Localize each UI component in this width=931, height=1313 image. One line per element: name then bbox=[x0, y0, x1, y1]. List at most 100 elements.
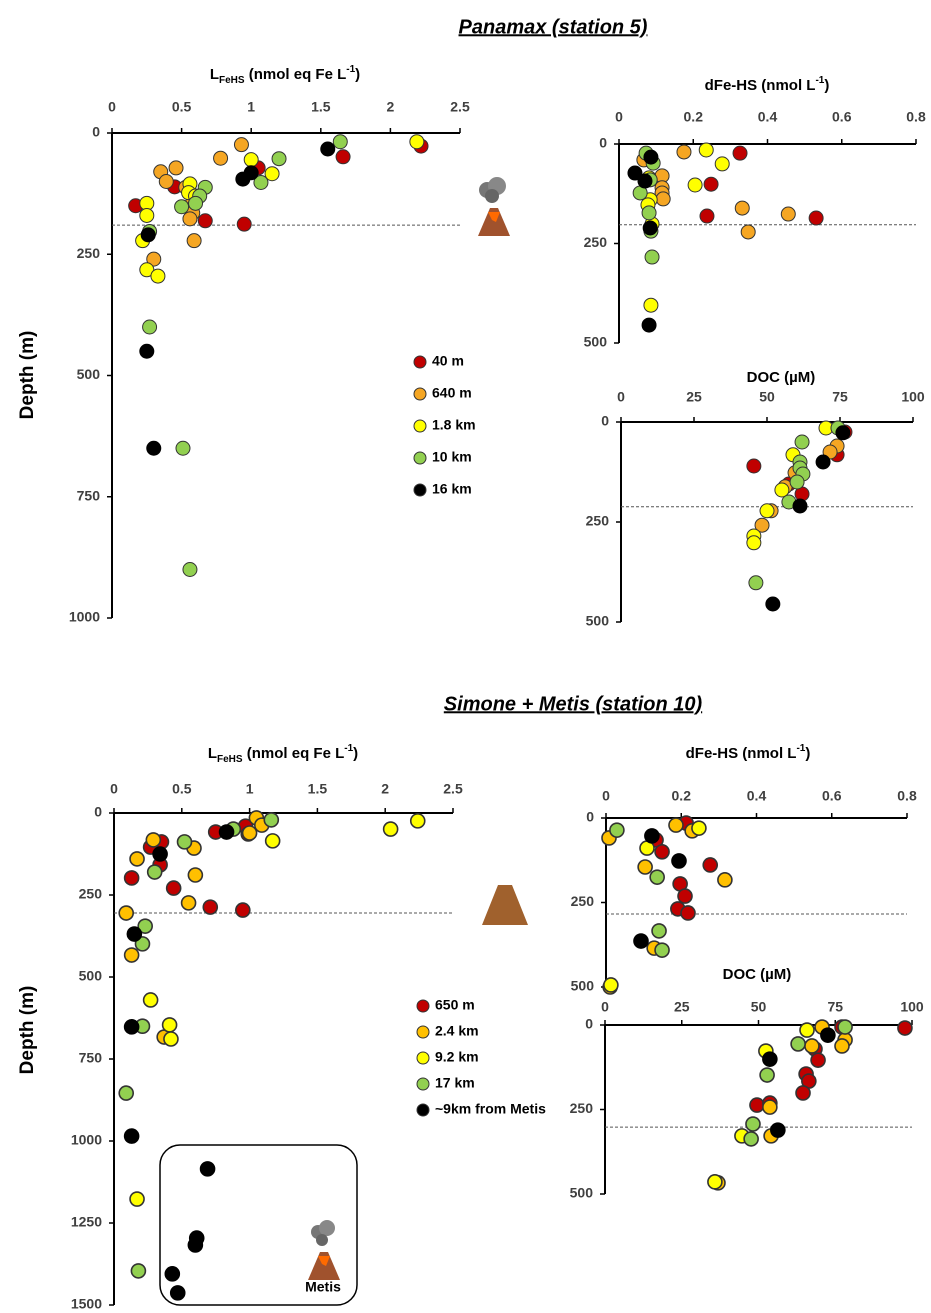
data-point bbox=[118, 1085, 135, 1101]
data-point bbox=[795, 1085, 811, 1101]
x-tick-label: 0.4 bbox=[747, 788, 767, 804]
data-point bbox=[187, 1237, 204, 1253]
data-point bbox=[740, 224, 756, 240]
y-tick-label: 250 bbox=[571, 893, 595, 909]
x-axis-label-part: L bbox=[208, 745, 217, 762]
data-point bbox=[794, 434, 810, 450]
x-tick-label: 50 bbox=[759, 389, 775, 405]
legend-label: 40 m bbox=[432, 353, 464, 369]
x-tick-label: 0 bbox=[602, 788, 610, 804]
data-point bbox=[146, 251, 162, 267]
data-point bbox=[746, 458, 762, 474]
x-tick-label: 1.5 bbox=[311, 99, 331, 115]
data-point bbox=[762, 1099, 778, 1115]
x-tick-label: 0.4 bbox=[758, 109, 778, 125]
x-tick-label: 0 bbox=[110, 781, 118, 797]
data-point bbox=[241, 825, 258, 841]
x-axis-label: DOC (µM) bbox=[723, 966, 792, 983]
x-axis-label-part: dFe-HS (nmol L bbox=[686, 745, 797, 762]
data-point bbox=[707, 1174, 723, 1190]
x-tick-label: 75 bbox=[827, 999, 843, 1015]
x-tick-label: 0 bbox=[615, 109, 623, 125]
data-point bbox=[176, 834, 193, 850]
x-tick-label: 1 bbox=[247, 99, 255, 115]
y-tick-label: 250 bbox=[586, 513, 610, 529]
data-point bbox=[129, 851, 145, 867]
data-point bbox=[680, 905, 696, 921]
y-axis-label: Depth (m) bbox=[17, 331, 38, 420]
data-point bbox=[146, 440, 162, 456]
data-point bbox=[609, 822, 625, 838]
data-point bbox=[765, 596, 781, 612]
y-tick-label: 0 bbox=[94, 804, 102, 820]
data-point bbox=[762, 1051, 778, 1067]
data-point bbox=[837, 1019, 853, 1035]
data-point bbox=[180, 895, 197, 911]
data-point bbox=[714, 156, 730, 172]
data-point bbox=[182, 211, 198, 227]
y-tick-label: 250 bbox=[77, 245, 101, 261]
data-point bbox=[152, 846, 168, 862]
data-point bbox=[703, 176, 719, 192]
data-point bbox=[235, 902, 251, 918]
data-point bbox=[699, 208, 715, 224]
data-point bbox=[810, 1052, 826, 1068]
y-tick-label: 500 bbox=[584, 334, 608, 350]
x-axis-label-part: (nmol eq Fe L bbox=[245, 66, 347, 83]
y-tick-label: 0 bbox=[586, 809, 594, 825]
x-tick-label: 2 bbox=[387, 99, 395, 115]
data-point bbox=[677, 888, 693, 904]
data-point bbox=[789, 474, 805, 490]
data-point bbox=[804, 1038, 820, 1054]
data-point bbox=[641, 317, 657, 333]
legend-marker bbox=[413, 451, 427, 465]
data-point bbox=[603, 977, 619, 993]
data-point bbox=[651, 923, 667, 939]
data-point bbox=[633, 933, 649, 949]
y-tick-label: 500 bbox=[571, 978, 595, 994]
data-point bbox=[746, 535, 762, 551]
x-axis-label-part: ) bbox=[824, 77, 829, 94]
data-point bbox=[161, 1017, 178, 1033]
volcano-icon bbox=[482, 885, 528, 925]
data-point bbox=[243, 152, 259, 168]
x-tick-label: 0.5 bbox=[172, 781, 192, 797]
data-point bbox=[671, 853, 687, 869]
x-axis-label: dFe-HS (nmol L-1) bbox=[705, 75, 830, 94]
data-point bbox=[698, 142, 714, 158]
data-point bbox=[137, 918, 153, 934]
x-tick-label: 0 bbox=[617, 389, 625, 405]
data-point bbox=[169, 1285, 186, 1301]
data-point bbox=[774, 482, 790, 498]
y-tick-label: 1500 bbox=[71, 1296, 102, 1312]
y-tick-label: 1000 bbox=[69, 609, 100, 625]
data-point bbox=[335, 149, 351, 165]
x-axis-label-part: -1 bbox=[796, 743, 805, 754]
x-tick-label: 0.8 bbox=[897, 788, 917, 804]
data-point bbox=[799, 1022, 815, 1038]
data-point bbox=[253, 174, 269, 190]
x-tick-label: 0.2 bbox=[684, 109, 704, 125]
legend-label: 2.4 km bbox=[435, 1023, 479, 1039]
data-point bbox=[770, 1122, 786, 1138]
y-tick-label: 0 bbox=[601, 413, 609, 429]
x-axis-label-part: DOC (µM) bbox=[723, 966, 792, 983]
data-point bbox=[702, 857, 719, 873]
data-point bbox=[808, 210, 824, 226]
data-point bbox=[146, 864, 163, 880]
y-tick-label: 500 bbox=[570, 1185, 594, 1201]
data-point bbox=[139, 343, 155, 359]
y-tick-label: 0 bbox=[585, 1016, 593, 1032]
legend-label: 1.8 km bbox=[432, 417, 476, 433]
data-point bbox=[213, 150, 229, 166]
data-point bbox=[743, 1131, 759, 1147]
y-tick-label: 1000 bbox=[71, 1132, 102, 1148]
y-tick-label: 500 bbox=[79, 968, 103, 984]
data-point bbox=[627, 165, 643, 181]
x-tick-label: 1 bbox=[246, 781, 254, 797]
data-point bbox=[644, 828, 660, 844]
data-point bbox=[654, 942, 670, 958]
x-axis-label-part: DOC (µM) bbox=[747, 369, 816, 386]
y-tick-label: 500 bbox=[586, 613, 610, 629]
